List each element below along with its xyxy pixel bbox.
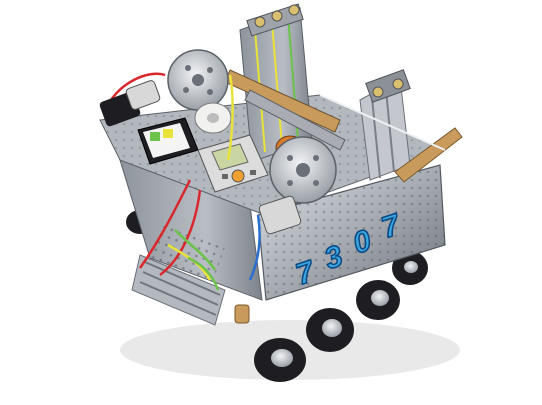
deck-edge-highlight bbox=[319, 94, 446, 151]
nxt-brick bbox=[197, 134, 269, 193]
wiring-green-yellow bbox=[167, 74, 234, 291]
pulley-left bbox=[167, 49, 229, 111]
wiring-blue bbox=[248, 214, 261, 281]
decal-digit-4: 7 bbox=[378, 208, 405, 245]
drive-wheels bbox=[126, 210, 428, 382]
lift-tower-right bbox=[359, 69, 411, 181]
motor-center bbox=[258, 195, 302, 235]
motor-left-2 bbox=[125, 80, 161, 110]
right-arm-bracket bbox=[394, 127, 463, 183]
controller-left bbox=[137, 117, 199, 165]
left-intake-fins bbox=[131, 254, 226, 326]
pulley-center bbox=[269, 136, 337, 204]
wood-spacer bbox=[234, 304, 250, 324]
